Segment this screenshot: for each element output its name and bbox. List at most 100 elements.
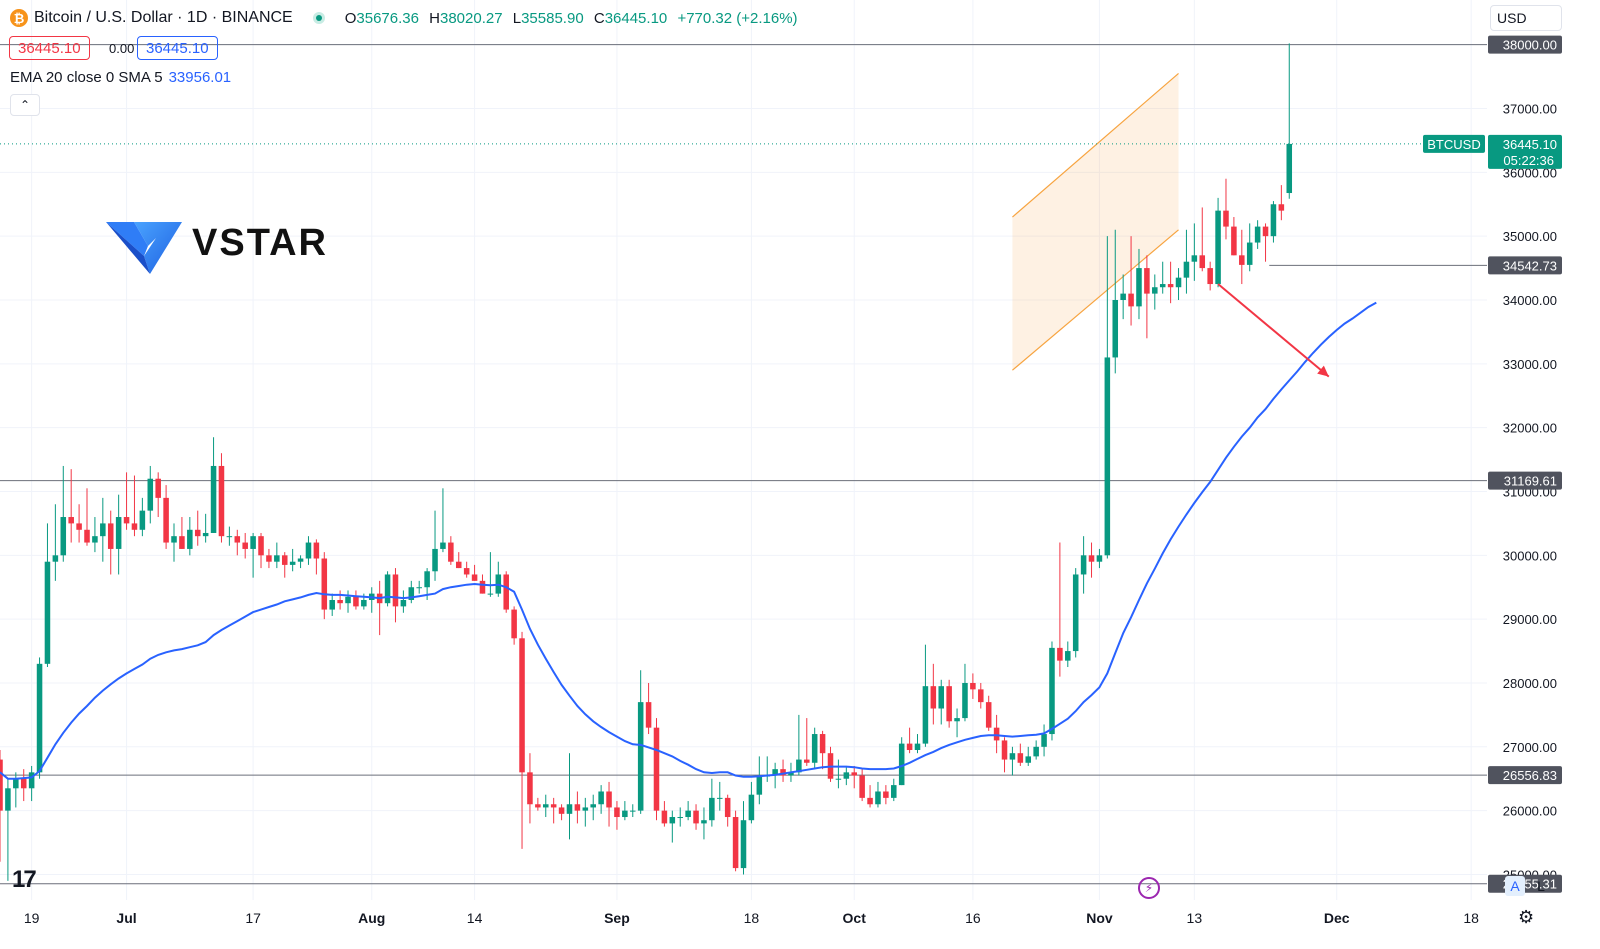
candle-body xyxy=(187,529,193,549)
time-tick-label: Oct xyxy=(843,910,867,926)
symbol-title[interactable]: Bitcoin / U.S. Dollar · 1D · BINANCE xyxy=(34,9,293,26)
close-label: C xyxy=(593,9,605,27)
candle-body xyxy=(163,497,169,543)
candle-body xyxy=(906,743,913,750)
time-tick-label: 14 xyxy=(467,910,483,926)
high-value: 38020.27 xyxy=(440,9,503,27)
candle-body xyxy=(970,682,976,690)
price-tick-label: 32000.00 xyxy=(1503,421,1557,436)
candle-body xyxy=(566,804,573,814)
time-tick-label: 17 xyxy=(245,910,261,926)
chart-grid xyxy=(0,0,1487,900)
indicator-legend[interactable]: EMA 20 close 0 SMA 5 33956.01 xyxy=(10,69,231,86)
candle-body xyxy=(629,810,636,812)
candle-body xyxy=(448,542,454,562)
candle-body xyxy=(685,810,691,818)
candle-body xyxy=(914,743,921,750)
symbol-tag-label: BTCUSD xyxy=(1427,137,1480,152)
candle-body xyxy=(487,593,494,595)
candle-body xyxy=(740,820,747,869)
candle-body xyxy=(796,759,802,773)
level-tag xyxy=(1488,471,1562,490)
candle-body xyxy=(226,536,233,538)
lightning-icon[interactable]: ⚡ xyxy=(1138,877,1160,899)
price-tick-label: 27000.00 xyxy=(1503,740,1557,755)
time-tick-label: 19 xyxy=(24,910,40,926)
candle-body xyxy=(985,702,992,728)
candle-body xyxy=(1246,242,1253,265)
countdown-label: 05:22:36 xyxy=(1503,153,1554,168)
candle-body xyxy=(875,791,881,805)
last-price-tag xyxy=(1488,134,1562,169)
buy-button[interactable]: 36445.10 xyxy=(137,36,218,60)
candle-body xyxy=(1128,293,1134,307)
forecast-arrow-shaft xyxy=(1217,283,1330,378)
candle-body xyxy=(416,587,422,589)
time-tick-label: Aug xyxy=(358,910,385,926)
price-tick-label: 33000.00 xyxy=(1503,357,1557,372)
level-tag-label: 26556.83 xyxy=(1503,768,1557,783)
candle-body xyxy=(1088,555,1095,562)
collapse-legend-button[interactable]: ⌃ xyxy=(10,94,40,116)
candle-body xyxy=(709,797,715,821)
auto-scale-button[interactable]: A xyxy=(1505,876,1525,896)
candle-body xyxy=(1041,734,1047,747)
spread-value: 0.00 xyxy=(109,40,135,56)
candle-body xyxy=(274,555,280,562)
candle-body xyxy=(993,727,1000,741)
candle-body xyxy=(107,523,114,549)
time-tick-label: Dec xyxy=(1324,910,1350,926)
candle-body xyxy=(1159,284,1166,288)
candle-body xyxy=(922,686,929,744)
ascending-channel xyxy=(1012,72,1179,371)
candle-body xyxy=(100,523,106,537)
candle-body xyxy=(748,794,755,821)
time-tick-label: 18 xyxy=(744,910,760,926)
market-open-icon xyxy=(312,12,325,24)
candle-body xyxy=(384,574,391,604)
currency-select[interactable]: USD xyxy=(1490,5,1562,31)
candle-body xyxy=(194,529,201,537)
candle-body xyxy=(590,804,596,808)
candle-body xyxy=(353,596,359,607)
candle-body xyxy=(653,727,660,811)
candle-body xyxy=(851,772,858,776)
change-value: +770.32 (+2.16%) xyxy=(677,9,798,27)
candle-body xyxy=(5,788,11,811)
level-tag xyxy=(1488,35,1562,54)
candle-body xyxy=(724,797,731,818)
candle-body xyxy=(392,574,399,607)
ema-line xyxy=(0,301,1377,780)
candle-body xyxy=(0,759,3,811)
candle-body xyxy=(788,772,794,776)
candle-body xyxy=(337,600,343,604)
gear-icon[interactable]: ⚙ xyxy=(1518,907,1535,927)
candle-body xyxy=(511,609,517,639)
candle-body xyxy=(218,465,225,537)
candle-body xyxy=(329,600,335,610)
candle-body xyxy=(503,574,509,610)
price-tick-label: 28000.00 xyxy=(1503,676,1557,691)
candle-body xyxy=(637,702,644,811)
candle-body xyxy=(266,555,272,562)
log-scale-button[interactable]: L xyxy=(1537,878,1545,894)
candle-body xyxy=(1191,255,1198,262)
channel-lower-line xyxy=(1012,229,1179,371)
candle-body xyxy=(606,791,612,808)
last-price-label: 36445.10 xyxy=(1503,137,1557,152)
sell-button[interactable]: 36445.10 xyxy=(9,36,90,60)
candle-body xyxy=(1215,210,1221,285)
candle-body xyxy=(250,536,256,549)
candle-body xyxy=(1096,555,1103,562)
candle-body xyxy=(930,686,937,709)
candle-body xyxy=(859,775,865,798)
time-tick-label: 18 xyxy=(1463,910,1479,926)
candle-body xyxy=(1072,574,1079,652)
time-tick-label: Jul xyxy=(116,910,136,926)
forecast-arrow-head xyxy=(1317,365,1329,377)
candle-body xyxy=(780,769,786,776)
candle-body xyxy=(772,769,778,776)
level-tag xyxy=(1488,256,1562,275)
candle-body xyxy=(44,561,51,664)
